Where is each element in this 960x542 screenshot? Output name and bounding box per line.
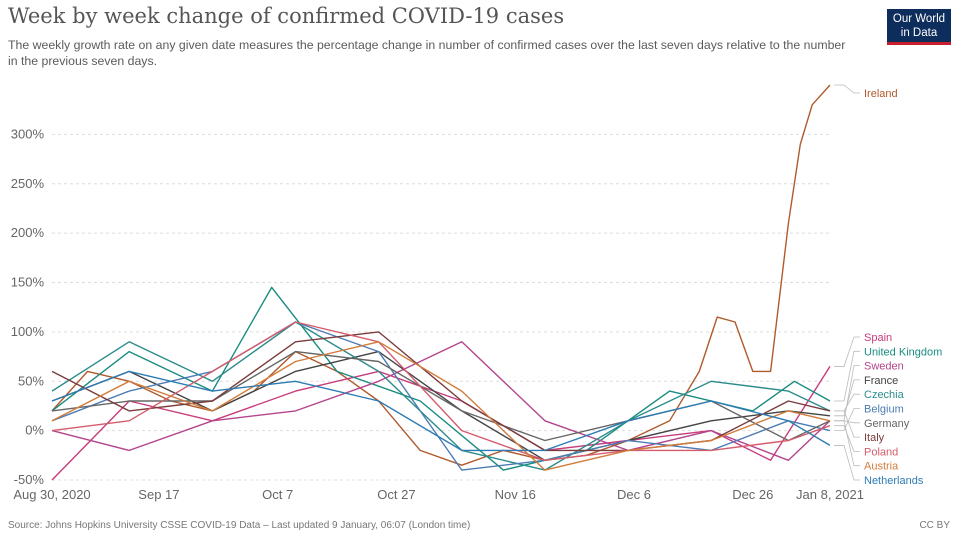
legend-label: Netherlands (864, 475, 924, 487)
x-tick-label: Aug 30, 2020 (13, 487, 90, 502)
logo-line-2: in Data (900, 27, 938, 39)
x-tick-label: Oct 7 (262, 487, 293, 502)
legend-label: Spain (864, 332, 892, 344)
legend-leader (834, 425, 860, 452)
x-tick-label: Dec 26 (732, 487, 773, 502)
legend-label: Czechia (864, 389, 905, 401)
legend-label: Ireland (864, 88, 898, 100)
legend-label: Sweden (864, 361, 904, 373)
legend-label: United Kingdom (864, 346, 942, 358)
legend-leader (834, 350, 860, 402)
legend-leader (834, 420, 860, 467)
y-tick-label: 150% (11, 275, 45, 290)
legend-label: France (864, 375, 898, 387)
x-tick-label: Sep 17 (138, 487, 179, 502)
y-tick-label: 200% (11, 225, 45, 240)
series-line-italy (51, 331, 831, 452)
source-note: Source: Johns Hopkins University CSSE CO… (8, 520, 471, 531)
legend-label: Poland (864, 446, 898, 458)
legend-label: Belgium (864, 404, 904, 416)
legend-leader (834, 410, 860, 438)
legend-label: Germany (864, 418, 910, 430)
y-tick-label: 250% (11, 176, 45, 191)
legend-label: Austria (864, 461, 899, 473)
x-tick-label: Dec 6 (617, 487, 651, 502)
legend-leader (834, 445, 860, 481)
legend-leader (834, 379, 860, 417)
y-tick-label: 100% (11, 324, 45, 339)
legend-leader (834, 84, 860, 94)
chart-title: Week by week change of confirmed COVID-1… (8, 4, 565, 28)
chart-subtitle: The weekly growth rate on any given date… (8, 38, 846, 68)
series-line-belgium (51, 321, 831, 471)
y-tick-label: 0% (25, 423, 44, 438)
series-line-poland (51, 321, 831, 461)
license-link[interactable]: CC BY (919, 520, 950, 531)
owid-logo[interactable]: Our World in Data (887, 9, 951, 45)
x-tick-label: Jan 8, 2021 (796, 487, 864, 502)
logo-line-1: Our World (892, 13, 946, 25)
series-line-austria (51, 341, 831, 471)
legend-leader (834, 408, 860, 432)
y-tick-label: 300% (11, 126, 45, 141)
series-line-united-kingdom (51, 286, 831, 471)
legend-leader (834, 336, 860, 367)
series-line-netherlands (51, 370, 831, 452)
legend-leader (834, 365, 860, 422)
y-tick-label: 50% (18, 373, 44, 388)
y-tick-label: -50% (14, 472, 45, 487)
x-tick-label: Oct 27 (377, 487, 415, 502)
x-tick-label: Nov 16 (495, 487, 536, 502)
legend-label: Italy (864, 432, 885, 444)
